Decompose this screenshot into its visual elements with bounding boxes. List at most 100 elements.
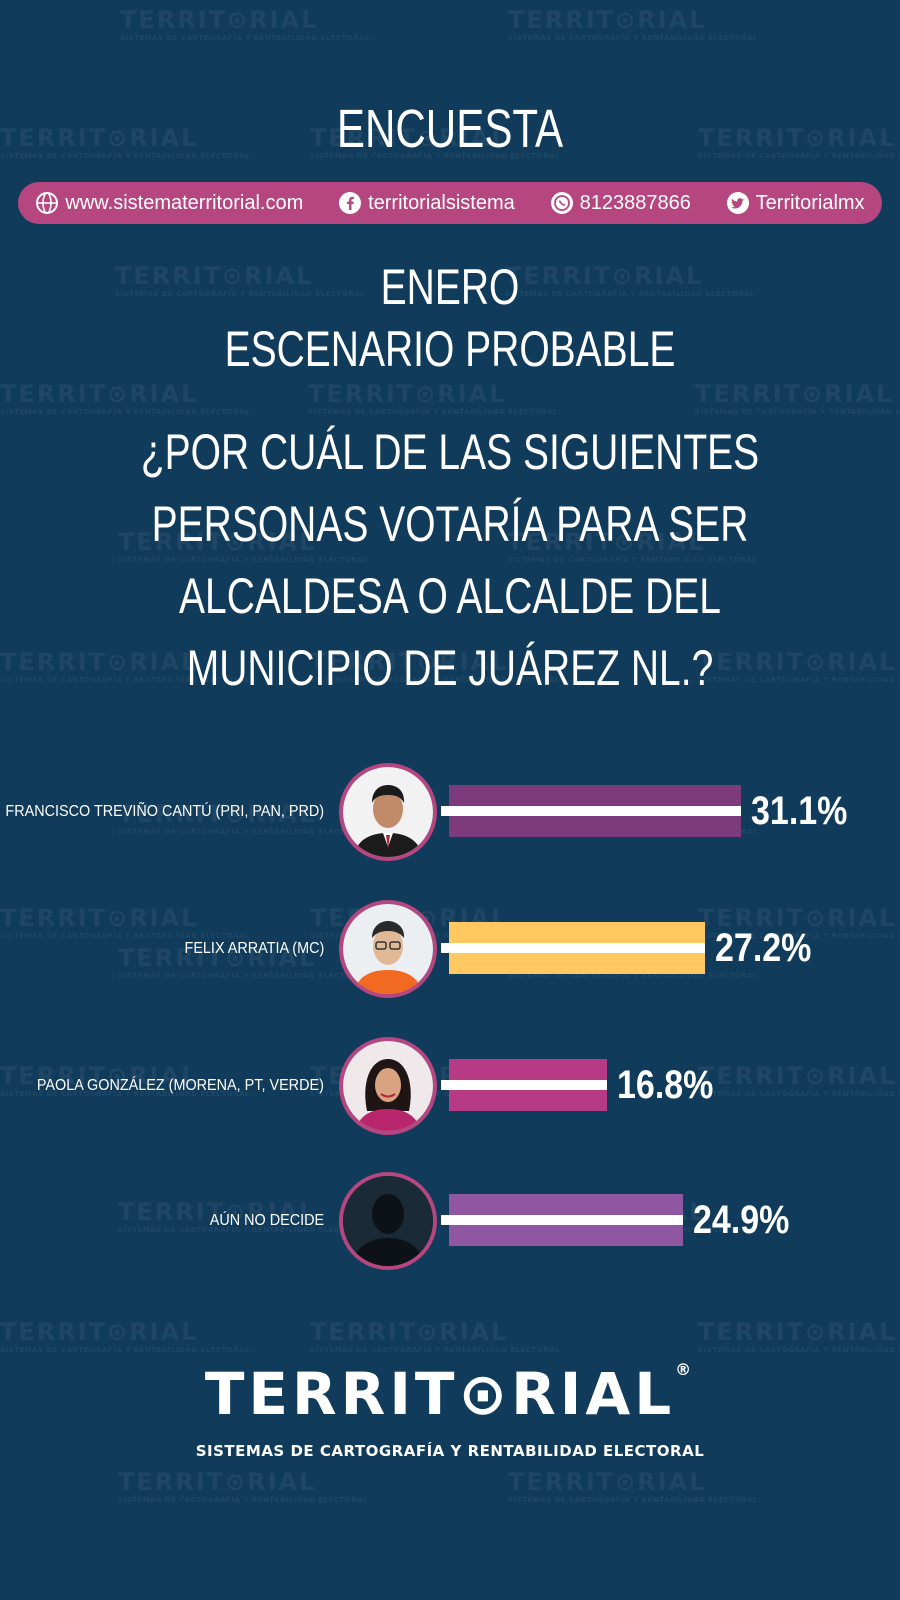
- watermark-tagline: SISTEMAS DE CARTOGRAFÍA Y RENTABILIDAD E…: [0, 932, 251, 940]
- watermark-tagline: SISTEMAS DE CARTOGRAFÍA Y RENTABILIDAD E…: [310, 1346, 561, 1354]
- question-line-3: ALCALDESA O ALCALDE DEL: [179, 568, 721, 624]
- watermark-tagline: SISTEMAS DE CARTOGRAFÍA Y RENTABILIDAD E…: [118, 828, 369, 836]
- question-line-2: PERSONAS VOTARÍA PARA SER: [151, 496, 749, 552]
- watermark-word: TERRIT⊙RIAL: [505, 262, 704, 290]
- watermark-word: TERRIT⊙RIAL: [0, 380, 199, 408]
- candidate-name: FRANCISCO TREVIÑO CANTÚ (PRI, PAN, PRD): [5, 803, 324, 820]
- watermark-tagline: SISTEMAS DE CARTOGRAFÍA Y RENTABILIDAD E…: [0, 1346, 251, 1354]
- watermark-tagline: SISTEMAS DE CARTOGRAFÍA Y RENTABILIDAD E…: [505, 290, 756, 298]
- candidate-name: PAOLA GONZÁLEZ (MORENA, PT, VERDE): [37, 1077, 324, 1094]
- globe-icon: [36, 192, 59, 214]
- watermark-word: TERRIT⊙RIAL: [118, 528, 317, 556]
- bar-value-label: 31.1%: [751, 789, 848, 833]
- watermark-word: TERRIT⊙RIAL: [118, 1198, 317, 1226]
- watermark-word: TERRIT⊙RIAL: [120, 6, 319, 34]
- candidate-row: FELIX ARRATIA (MC) 27.2%: [0, 900, 900, 1000]
- registered-mark: ®: [675, 1360, 696, 1379]
- watermark-word: TERRIT⊙RIAL: [0, 904, 199, 932]
- watermark-word: TERRIT⊙RIAL: [118, 944, 317, 972]
- bar-value-label: 27.2%: [714, 926, 812, 970]
- question-line-1: ¿POR CUÁL DE LAS SIGUIENTES: [140, 424, 760, 480]
- territorial-logo: TERRIT⊙RIAL® SISTEMAS DE CARTOGRAFÍA Y R…: [0, 1360, 900, 1460]
- watermark-word: TERRIT⊙RIAL: [118, 1468, 317, 1496]
- watermark-word: TERRIT⊙RIAL: [115, 262, 314, 290]
- watermark-tagline: SISTEMAS DE CARTOGRAFÍA Y RENTABILIDAD E…: [698, 152, 900, 160]
- watermark-tagline: SISTEMAS DE CARTOGRAFÍA Y RENTABILIDAD E…: [118, 1226, 369, 1234]
- watermark-word: TERRIT⊙RIAL: [308, 380, 507, 408]
- watermark-word: TERRIT⊙RIAL: [310, 648, 509, 676]
- bar-value-label: 16.8%: [616, 1063, 714, 1107]
- watermark-word: TERRIT⊙RIAL: [0, 1318, 199, 1346]
- facebook-text: territorialsistema: [368, 191, 515, 214]
- candidate-row: AÚN NO DECIDE 24.9%: [0, 1172, 900, 1272]
- candidate-name: FELIX ARRATIA (MC): [184, 940, 324, 957]
- watermark-tagline: SISTEMAS DE CARTOGRAFÍA Y RENTABILIDAD E…: [118, 556, 369, 564]
- subtitle-scenario: ESCENARIO PROBABLE: [224, 321, 676, 377]
- bar-stripe: [441, 1080, 607, 1090]
- watermark-tagline: SISTEMAS DE CARTOGRAFÍA Y RENTABILIDAD E…: [0, 408, 251, 416]
- question-line-4: MUNICIPIO DE JUÁREZ NL.?: [186, 640, 714, 696]
- watermark-word: TERRIT⊙RIAL: [695, 380, 894, 408]
- watermark-tagline: SISTEMAS DE CARTOGRAFÍA Y RENTABILIDAD E…: [118, 1496, 369, 1504]
- watermark-word: TERRIT⊙RIAL: [0, 1062, 199, 1090]
- watermark-tagline: SISTEMAS DE CARTOGRAFÍA Y RENTABILIDAD E…: [698, 1090, 900, 1098]
- watermark-tagline: SISTEMAS DE CARTOGRAFÍA Y RENTABILIDAD E…: [120, 34, 371, 42]
- facebook-link[interactable]: territorialsistema: [338, 191, 515, 215]
- subtitle-month: ENERO: [380, 259, 520, 315]
- watermark-word: TERRIT⊙RIAL: [698, 904, 897, 932]
- watermark-tagline: SISTEMAS DE CARTOGRAFÍA Y RENTABILIDAD E…: [115, 290, 366, 298]
- watermark-tagline: SISTEMAS DE CARTOGRAFÍA Y RENTABILIDAD E…: [0, 1090, 251, 1098]
- website-link[interactable]: www.sistematerritorial.com: [35, 191, 303, 215]
- watermark-tagline: SISTEMAS DE CARTOGRAFÍA Y RENTABILIDAD E…: [508, 972, 759, 980]
- watermark-word: TERRIT⊙RIAL: [118, 800, 317, 828]
- twitter-icon: [726, 192, 749, 214]
- watermark-word: TERRIT⊙RIAL: [310, 124, 509, 152]
- page-title: ENCUESTA: [336, 99, 564, 159]
- logo-tagline: SISTEMAS DE CARTOGRAFÍA Y RENTABILIDAD E…: [195, 1442, 705, 1460]
- watermark-tagline: SISTEMAS DE CARTOGRAFÍA Y RENTABILIDAD E…: [698, 676, 900, 684]
- watermark-tagline: SISTEMAS DE CARTOGRAFÍA Y RENTABILIDAD E…: [310, 152, 561, 160]
- candidate-photo: [339, 900, 437, 998]
- watermark-word: TERRIT⊙RIAL: [698, 1062, 897, 1090]
- bar-stripe: [441, 943, 705, 953]
- watermark-tagline: SISTEMAS DE CARTOGRAFÍA Y RENTABILIDAD E…: [698, 932, 900, 940]
- contact-bar: www.sistematerritorial.com territorialsi…: [18, 182, 882, 224]
- candidate-row: PAOLA GONZÁLEZ (MORENA, PT, VERDE) 16.8%: [0, 1037, 900, 1137]
- watermark-word: TERRIT⊙RIAL: [508, 1468, 707, 1496]
- watermark-tagline: SISTEMAS DE CARTOGRAFÍA Y RENTABILIDAD E…: [698, 1346, 900, 1354]
- facebook-icon: [339, 192, 362, 214]
- watermark-tagline: SISTEMAS DE CARTOGRAFÍA Y RENTABILIDAD E…: [0, 676, 251, 684]
- candidate-row: FRANCISCO TREVIÑO CANTÚ (PRI, PAN, PRD) 3…: [0, 763, 900, 863]
- whatsapp-link[interactable]: 8123887866: [550, 191, 691, 215]
- watermark-tagline: SISTEMAS DE CARTOGRAFÍA Y RENTABILIDAD E…: [508, 1496, 759, 1504]
- watermark-tagline: SISTEMAS DE CARTOGRAFÍA Y RENTABILIDAD E…: [508, 34, 759, 42]
- watermark-tagline: SISTEMAS DE CARTOGRAFÍA Y RENTABILIDAD E…: [310, 676, 561, 684]
- watermark-tagline: SISTEMAS DE CARTOGRAFÍA Y RENTABILIDAD E…: [118, 972, 369, 980]
- watermark-word: TERRIT⊙RIAL: [698, 1318, 897, 1346]
- watermark-word: TERRIT⊙RIAL: [698, 124, 897, 152]
- logo-wordmark: TERRIT⊙RIAL: [204, 1360, 676, 1428]
- twitter-link[interactable]: Territorialmx: [726, 191, 865, 215]
